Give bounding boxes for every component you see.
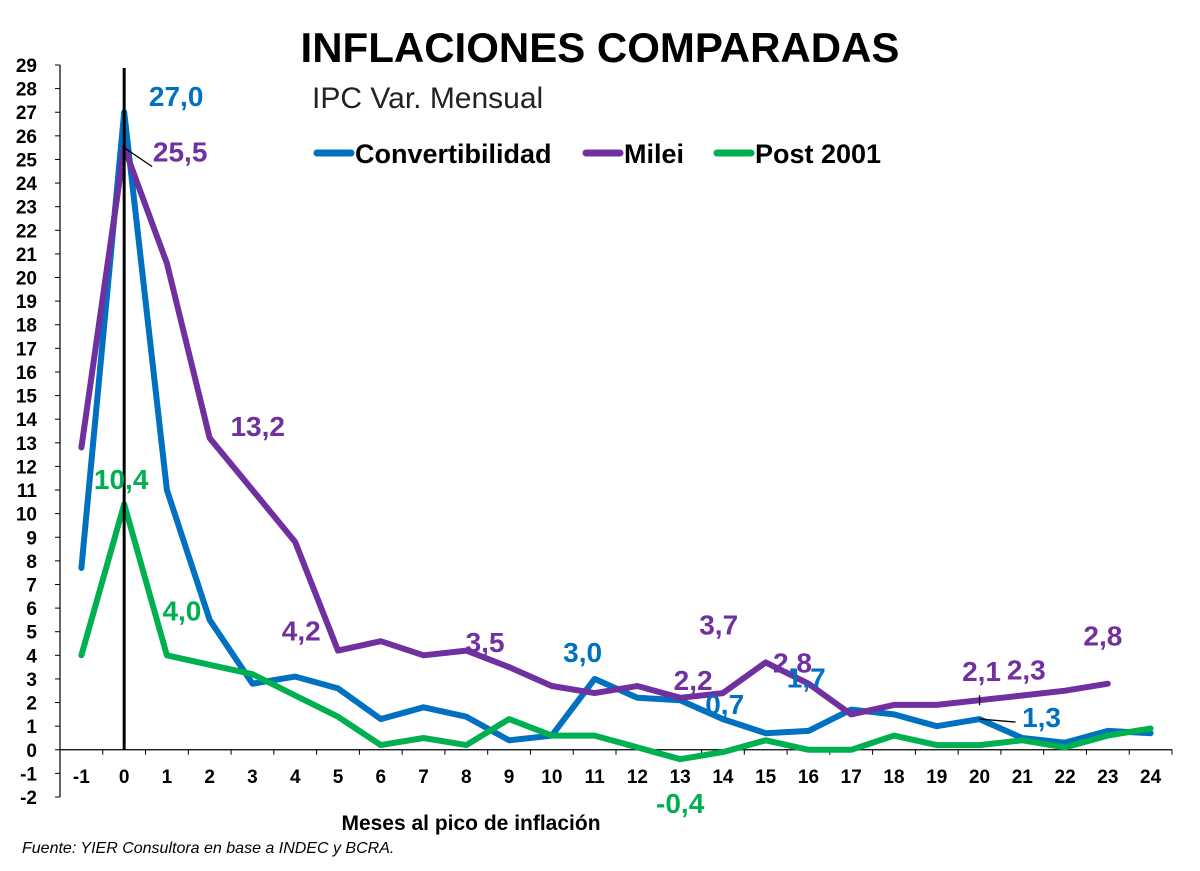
- legend: Convertibilidad Milei Post 2001: [313, 139, 881, 169]
- x-tick-label: 7: [418, 767, 429, 788]
- y-tick-label: 11: [17, 481, 38, 502]
- x-tick-label: 0: [119, 767, 130, 788]
- y-tick-label: 8: [26, 552, 37, 573]
- series-lines: [78, 109, 1154, 763]
- y-tick-label: 14: [16, 410, 38, 431]
- legend-label: Milei: [624, 139, 684, 169]
- x-tick-label: 17: [841, 767, 862, 788]
- series-line-milei: [78, 144, 1111, 718]
- x-axis-title: Meses al pico de inflación: [341, 812, 600, 835]
- x-tick-label: 4: [290, 767, 301, 788]
- y-tick-label: 9: [26, 528, 37, 549]
- data-label: 10,4: [94, 464, 149, 495]
- y-tick-label: 12: [16, 457, 37, 478]
- y-tick-label: 2: [26, 694, 37, 715]
- data-label: 3,5: [466, 627, 505, 658]
- y-tick-label: 7: [26, 575, 37, 596]
- legend-label: Convertibilidad: [355, 139, 552, 169]
- y-tick-label: 13: [16, 434, 37, 455]
- x-tick-label: 3: [247, 767, 258, 788]
- chart-title: INFLACIONES COMPARADAS: [301, 24, 900, 71]
- data-label: 2,8: [1083, 621, 1122, 652]
- y-tick-label: 27: [16, 103, 37, 124]
- data-label-leader-line: [979, 718, 1016, 723]
- data-label-leader-line: [123, 147, 153, 168]
- y-tick-label: 17: [16, 339, 37, 360]
- x-tick-label: 23: [1097, 767, 1118, 788]
- x-tick-label: 13: [670, 767, 691, 788]
- x-tick-label: 14: [712, 767, 734, 788]
- x-tick-label: 18: [883, 767, 904, 788]
- y-tick-label: 23: [16, 198, 37, 219]
- data-label: 2,2: [674, 665, 713, 696]
- data-label: 1,7: [787, 663, 826, 694]
- source-note: Fuente: YIER Consultora en base a INDEC …: [22, 840, 394, 857]
- x-tick-label: 1: [162, 767, 173, 788]
- x-tick-label: 9: [504, 767, 515, 788]
- y-tick-label: 4: [26, 646, 37, 667]
- y-tick-label: 0: [26, 741, 37, 762]
- y-tick-label: 25: [16, 150, 38, 171]
- x-tick-label: 12: [627, 767, 648, 788]
- data-label: 3,0: [563, 637, 602, 668]
- data-label: 4,2: [282, 616, 321, 647]
- x-tick-label: 5: [333, 767, 344, 788]
- data-label: 2,3: [1007, 654, 1046, 685]
- y-tick-label: 19: [16, 292, 37, 313]
- y-tick-label: 3: [26, 670, 37, 691]
- x-tick-label: 8: [461, 767, 472, 788]
- data-label: 25,5: [153, 137, 208, 168]
- x-tick-label: -1: [73, 767, 90, 788]
- x-tick-label: 15: [755, 767, 777, 788]
- data-label: 4,0: [162, 595, 201, 626]
- y-tick-label: 10: [16, 505, 37, 526]
- y-tick-label: 29: [16, 56, 37, 77]
- x-tick-label: 6: [375, 767, 386, 788]
- series-line-post-2001: [78, 501, 1154, 763]
- x-tick-label: 11: [585, 767, 606, 788]
- x-tick-label: 10: [541, 767, 562, 788]
- data-label: 27,0: [149, 81, 204, 112]
- data-label: 0,7: [705, 689, 744, 720]
- data-label: -0,4: [656, 788, 705, 819]
- legend-label: Post 2001: [755, 139, 881, 169]
- x-tick-label: 24: [1140, 767, 1162, 788]
- data-label: 13,2: [230, 411, 285, 442]
- y-tick-label: 26: [16, 127, 37, 148]
- y-tick-label: 16: [16, 363, 37, 384]
- data-label: 2,8: [773, 648, 812, 679]
- y-tick-label: 5: [26, 623, 37, 644]
- y-tick-label: 20: [16, 269, 37, 290]
- data-label: 2,1: [962, 656, 1001, 687]
- y-tick-label: 22: [16, 221, 37, 242]
- y-tick-label: 24: [16, 174, 38, 195]
- data-label: 3,7: [699, 609, 738, 640]
- y-tick-label: 28: [16, 80, 37, 101]
- x-tick-label: 21: [1012, 767, 1034, 788]
- y-tick-label: -2: [20, 788, 37, 809]
- data-labels: 27,0 25,5 13,2 10,4 4,0 4,2 3,5 3,0 2,2 3,7 2,8 0,7…: [94, 81, 1122, 819]
- y-axis: -2-1012345678910111213141516171819202122…: [16, 56, 61, 809]
- y-tick-label: 18: [16, 316, 37, 337]
- chart-subtitle: IPC Var. Mensual: [312, 82, 543, 115]
- x-tick-label: 16: [798, 767, 819, 788]
- data-label: 1,3: [1022, 702, 1061, 733]
- x-tick-label: 2: [204, 767, 215, 788]
- y-tick-label: 6: [26, 599, 37, 620]
- y-tick-label: 1: [26, 717, 37, 738]
- y-tick-label: -1: [20, 764, 37, 785]
- y-tick-label: 15: [16, 387, 38, 408]
- x-tick-label: 20: [969, 767, 990, 788]
- x-tick-label: 19: [926, 767, 947, 788]
- y-tick-label: 21: [16, 245, 38, 266]
- x-tick-label: 22: [1055, 767, 1076, 788]
- x-axis: -1 0 1 2 3 4 5 6 7 8 9 10 11 12 13 14 15 16 17 18 19 20 21 22 23…: [59, 749, 1173, 788]
